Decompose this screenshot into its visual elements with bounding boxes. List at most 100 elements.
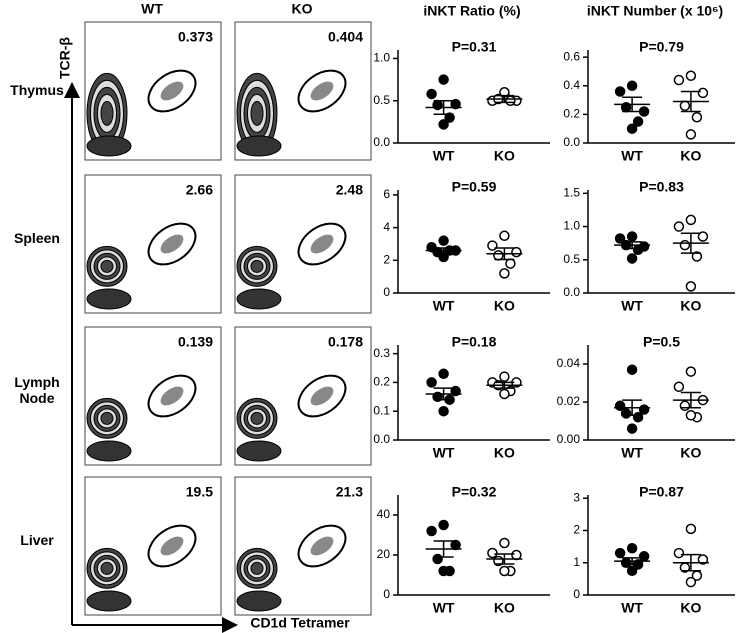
flow-contour (100, 259, 114, 273)
tissue-label: Lymph Node (14, 374, 60, 406)
data-point (426, 525, 437, 537)
data-point (626, 253, 638, 264)
flow-contour (86, 440, 132, 462)
flow-contour (100, 100, 114, 126)
data-point (632, 411, 644, 423)
gate-value: 2.66 (186, 182, 213, 198)
y-tick-label: 0 (573, 587, 580, 601)
y-tick-label: 0.4 (563, 78, 580, 92)
flow-gate (147, 524, 197, 568)
data-point (685, 129, 697, 140)
data-point (438, 74, 449, 85)
chart-title: P=0.79 (639, 39, 684, 55)
col-head: iNKT Ratio (%) (423, 3, 520, 19)
y-tick-label: 40 (377, 507, 391, 521)
y-tick-label: 6 (383, 187, 390, 201)
data-point (614, 400, 626, 412)
data-point (697, 554, 709, 565)
data-point (426, 88, 437, 100)
data-point (438, 251, 449, 263)
flow-contour (100, 411, 114, 425)
x-tick-label: KO (494, 600, 515, 616)
data-point (620, 408, 632, 419)
flow-contour (236, 590, 282, 612)
data-point (438, 565, 449, 577)
y-tick-label: 20 (377, 547, 391, 561)
data-point (638, 551, 650, 562)
data-point (691, 251, 703, 262)
chart-title: P=0.59 (452, 179, 497, 195)
flow-gate (147, 374, 197, 418)
data-point (499, 565, 510, 577)
flow-events (310, 234, 334, 254)
flow-events (160, 386, 184, 406)
x-tick-label: KO (680, 600, 701, 616)
data-point (499, 537, 510, 549)
gate-value: 21.3 (336, 484, 363, 500)
y-tick-label: 2 (383, 252, 390, 266)
flow-contour (250, 561, 264, 575)
x-tick-label: KO (494, 298, 515, 314)
flow-contour (236, 288, 282, 310)
data-point (499, 230, 510, 242)
col-head: WT (141, 1, 163, 17)
chart-title: P=0.32 (452, 484, 497, 500)
flow-gate (297, 222, 347, 266)
y-tick-label: 1.5 (563, 185, 580, 199)
flow-contour (236, 135, 282, 157)
y-tick-label: 1 (573, 555, 580, 569)
data-point (685, 410, 697, 421)
y-tick-label: 1.0 (373, 51, 390, 65)
data-point (505, 258, 516, 269)
gate-value: 0.373 (178, 29, 213, 45)
y-tick-label: 0.0 (563, 135, 580, 149)
data-point (673, 74, 685, 86)
data-point (697, 231, 709, 242)
data-point (499, 268, 510, 279)
data-point (626, 423, 638, 434)
flow-contour (250, 100, 264, 126)
flow-gate (297, 524, 347, 568)
col-head: KO (292, 1, 313, 17)
chart-title: P=0.5 (643, 334, 680, 350)
y-tick-label: 0.6 (563, 49, 580, 63)
x-tick-label: WT (621, 148, 643, 164)
x-tick-label: WT (433, 298, 455, 314)
flow-events (160, 536, 184, 556)
flow-gate (297, 69, 347, 113)
y-tick-label: 0.2 (373, 375, 390, 389)
chart-title: P=0.18 (452, 334, 497, 350)
data-point (697, 87, 709, 99)
data-point (426, 377, 437, 388)
y-tick-label: 0.2 (563, 107, 580, 121)
data-point (505, 95, 516, 106)
data-point (691, 111, 703, 123)
data-point (450, 539, 461, 551)
data-point (638, 404, 650, 415)
x-axis-label: CD1d Tetramer (250, 615, 350, 631)
y-tick-label: 0.0 (373, 135, 390, 149)
tissue-label: Thymus (10, 82, 64, 98)
flow-events (310, 386, 334, 406)
gate-value: 0.139 (178, 334, 213, 350)
data-point (679, 400, 691, 412)
flow-contour (236, 440, 282, 462)
flow-contour (250, 259, 264, 273)
flow-contour (86, 590, 132, 612)
x-tick-label: WT (433, 148, 455, 164)
y-tick-label: 4 (383, 220, 390, 234)
y-tick-label: 3 (573, 490, 580, 504)
x-tick-label: KO (680, 148, 701, 164)
data-point (438, 519, 449, 531)
y-tick-label: 0.02 (557, 394, 581, 408)
tissue-label: Spleen (14, 230, 60, 246)
gate-value: 2.48 (336, 182, 363, 198)
tissue-label: Liver (20, 532, 54, 548)
y-tick-label: 0 (383, 587, 390, 601)
data-point (679, 100, 691, 112)
data-point (626, 123, 638, 134)
y-tick-label: 0.5 (373, 93, 390, 107)
data-point (673, 547, 685, 559)
